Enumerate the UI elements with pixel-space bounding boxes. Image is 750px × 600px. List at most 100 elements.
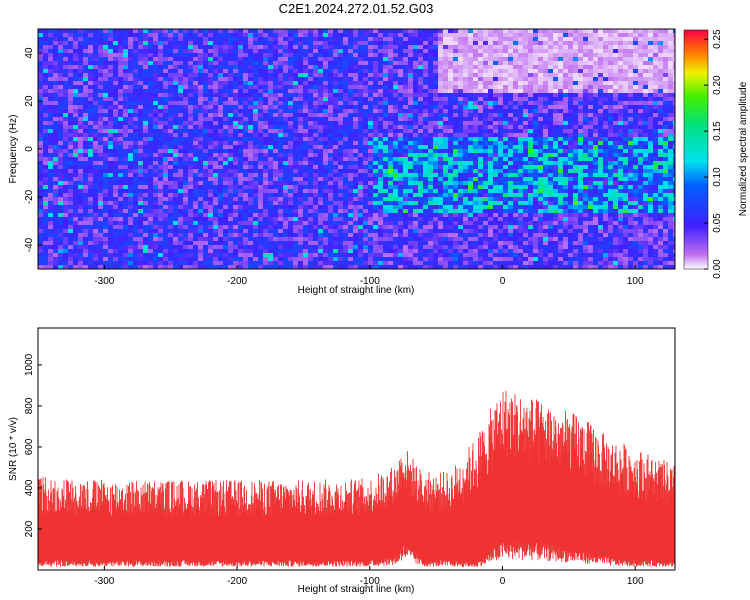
spectrogram-cell: [148, 77, 153, 81]
spectrogram-cell: [158, 213, 163, 217]
spectrogram-cell: [123, 45, 128, 49]
spectrogram-cell: [288, 89, 293, 93]
spectrogram-cell: [403, 141, 408, 145]
spectrogram-cell: [213, 37, 218, 41]
spectrogram-cell: [288, 245, 293, 249]
spectrogram-cell: [68, 65, 73, 69]
spectrogram-cell: [293, 77, 298, 81]
spectrogram-cell: [148, 201, 153, 205]
spectrogram-cell: [108, 129, 113, 133]
spectrogram-cell: [313, 61, 318, 65]
spectrogram-cell: [338, 141, 343, 145]
spectrogram-cell: [73, 93, 78, 97]
spectrogram-cell: [133, 177, 138, 181]
spectrogram-cell: [228, 97, 233, 101]
spectrogram-cell: [243, 141, 248, 145]
spectrogram-cell: [208, 129, 213, 133]
spectrogram-cell: [73, 61, 78, 65]
spectrogram-cell: [138, 157, 143, 161]
spectrogram-cell: [278, 73, 283, 77]
spectrogram-cell: [238, 193, 243, 197]
spectrogram-cell: [448, 209, 453, 213]
spectrogram-cell: [113, 265, 118, 269]
spectrogram-cell: [393, 261, 398, 265]
spectrogram-cell: [138, 173, 143, 177]
spectrogram-cell: [378, 157, 383, 161]
spectrogram-cell: [338, 221, 343, 225]
spectrogram-cell: [218, 133, 223, 137]
spectrogram-cell: [338, 261, 343, 265]
spectrogram-cell: [293, 205, 298, 209]
spectrogram-cell: [228, 225, 233, 229]
spectrogram-cell: [38, 161, 43, 165]
spectrogram-cell: [123, 29, 128, 33]
spectrogram-cell: [283, 241, 288, 245]
spectrogram-cell: [298, 173, 303, 177]
spectrogram-cell: [273, 45, 278, 49]
spectrogram-cell: [318, 53, 323, 57]
spectrogram-cell: [268, 145, 273, 149]
spectrogram-cell: [43, 181, 48, 185]
spectrogram-cell: [323, 137, 328, 141]
spectrogram-cell: [443, 141, 448, 145]
spectrogram-cell: [333, 217, 338, 221]
spectrogram-cell: [318, 189, 323, 193]
spectrogram-cell: [183, 169, 188, 173]
spectrogram-cell: [208, 241, 213, 245]
spectrogram-cell: [128, 177, 133, 181]
spectrogram-cell: [383, 177, 388, 181]
spectrogram-cell: [433, 169, 438, 173]
spectrogram-cell: [193, 117, 198, 121]
spectrogram-cell: [203, 257, 208, 261]
spectrogram-cell: [63, 65, 68, 69]
spectrogram-cell: [428, 85, 433, 89]
spectrogram-cell: [303, 201, 308, 205]
spectrogram-cell: [278, 161, 283, 165]
spectrogram-cell: [38, 77, 43, 81]
spectrogram-cell: [333, 209, 338, 213]
spectrogram-cell: [178, 41, 183, 45]
spectrogram-cell: [183, 201, 188, 205]
spectrogram-cell: [323, 45, 328, 49]
spectrogram-cell: [73, 149, 78, 153]
spectrogram-cell: [443, 89, 448, 93]
spectrogram-cell: [223, 221, 228, 225]
spectrogram-cell: [398, 145, 403, 149]
spectrogram-cell: [368, 33, 373, 37]
spectrogram-cell: [413, 69, 418, 73]
spectrogram-cell: [408, 221, 413, 225]
spectrogram-cell: [178, 113, 183, 117]
spectrogram-cell: [438, 145, 443, 149]
spectrogram-cell: [273, 249, 278, 253]
spectrogram-cell: [238, 161, 243, 165]
spectrogram-cell: [408, 149, 413, 153]
spectrogram-cell: [223, 137, 228, 141]
spectrogram-cell: [158, 61, 163, 65]
spectrogram-cell: [333, 93, 338, 97]
spectrogram-cell: [263, 229, 268, 233]
spectrogram-cell: [248, 225, 253, 229]
spectrogram-cell: [123, 177, 128, 181]
spectrogram-cell: [233, 61, 238, 65]
spectrogram-cell: [118, 105, 123, 109]
spectrogram-cell: [308, 241, 313, 245]
spectrogram-cell: [358, 133, 363, 137]
spectrogram-cell: [448, 237, 453, 241]
spectrogram-cell: [383, 193, 388, 197]
spectrogram-cell: [48, 85, 53, 89]
spectrogram-cell: [228, 249, 233, 253]
spectrogram-cell: [208, 117, 213, 121]
spectrogram-cell: [273, 253, 278, 257]
spectrogram-cell: [283, 53, 288, 57]
spectrogram-cell: [98, 97, 103, 101]
spectrogram-cell: [148, 89, 153, 93]
spectrogram-cell: [403, 145, 408, 149]
spectrogram-cell: [153, 237, 158, 241]
spectrogram-cell: [213, 205, 218, 209]
spectrogram-cell: [73, 221, 78, 225]
spectrogram-cell: [283, 217, 288, 221]
spectrogram-cell: [363, 41, 368, 45]
spectrogram-cell: [168, 37, 173, 41]
spectrogram-cell: [278, 181, 283, 185]
spectrogram-cell: [263, 257, 268, 261]
